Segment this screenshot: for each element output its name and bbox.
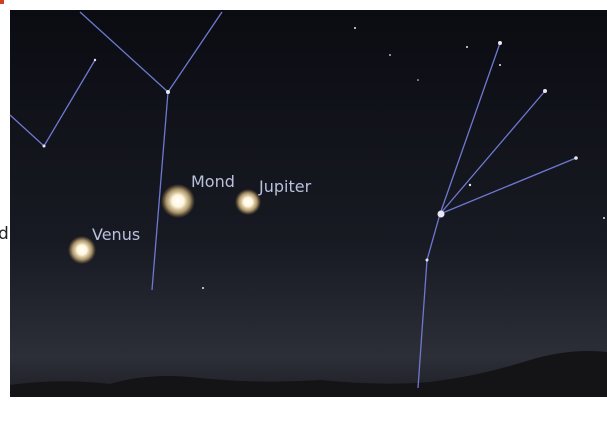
page: Mond Jupiter Venus d (() => { const data…: [0, 0, 607, 425]
edge-text: d: [0, 224, 9, 244]
moon-label: Mond: [191, 172, 235, 191]
jupiter: [235, 189, 261, 215]
sky-view: Mond Jupiter Venus d: [0, 0, 607, 425]
corner-mark: [0, 0, 4, 4]
moon: [161, 184, 195, 218]
jupiter-label: Jupiter: [258, 177, 312, 196]
sky: [10, 10, 607, 397]
venus-label: Venus: [92, 225, 140, 244]
